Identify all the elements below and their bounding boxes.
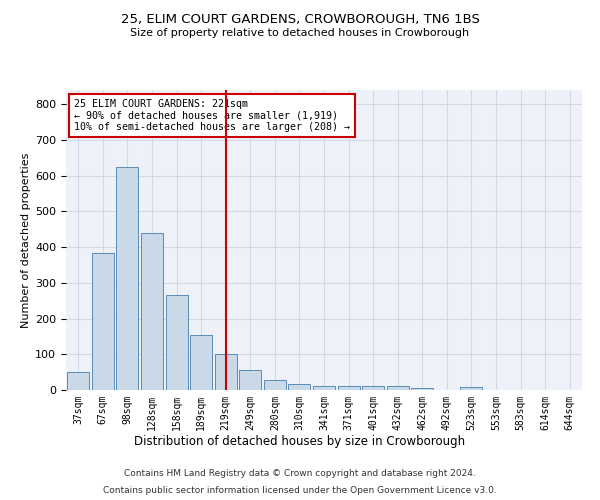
Bar <box>460 387 482 390</box>
Bar <box>166 296 188 390</box>
Bar <box>362 386 384 390</box>
Text: Size of property relative to detached houses in Crowborough: Size of property relative to detached ho… <box>130 28 470 38</box>
Text: 25 ELIM COURT GARDENS: 221sqm
← 90% of detached houses are smaller (1,919)
10% o: 25 ELIM COURT GARDENS: 221sqm ← 90% of d… <box>74 99 350 132</box>
Text: Distribution of detached houses by size in Crowborough: Distribution of detached houses by size … <box>134 435 466 448</box>
Bar <box>289 384 310 390</box>
Bar <box>411 388 433 390</box>
Bar <box>190 334 212 390</box>
Bar <box>67 372 89 390</box>
Bar <box>92 252 114 390</box>
Bar <box>239 370 262 390</box>
Bar <box>313 386 335 390</box>
Bar <box>386 386 409 390</box>
Bar <box>141 233 163 390</box>
Bar <box>116 167 139 390</box>
Text: Contains HM Land Registry data © Crown copyright and database right 2024.: Contains HM Land Registry data © Crown c… <box>124 468 476 477</box>
Y-axis label: Number of detached properties: Number of detached properties <box>21 152 31 328</box>
Text: Contains public sector information licensed under the Open Government Licence v3: Contains public sector information licen… <box>103 486 497 495</box>
Bar <box>338 386 359 390</box>
Bar <box>215 354 237 390</box>
Bar <box>264 380 286 390</box>
Text: 25, ELIM COURT GARDENS, CROWBOROUGH, TN6 1BS: 25, ELIM COURT GARDENS, CROWBOROUGH, TN6… <box>121 12 479 26</box>
